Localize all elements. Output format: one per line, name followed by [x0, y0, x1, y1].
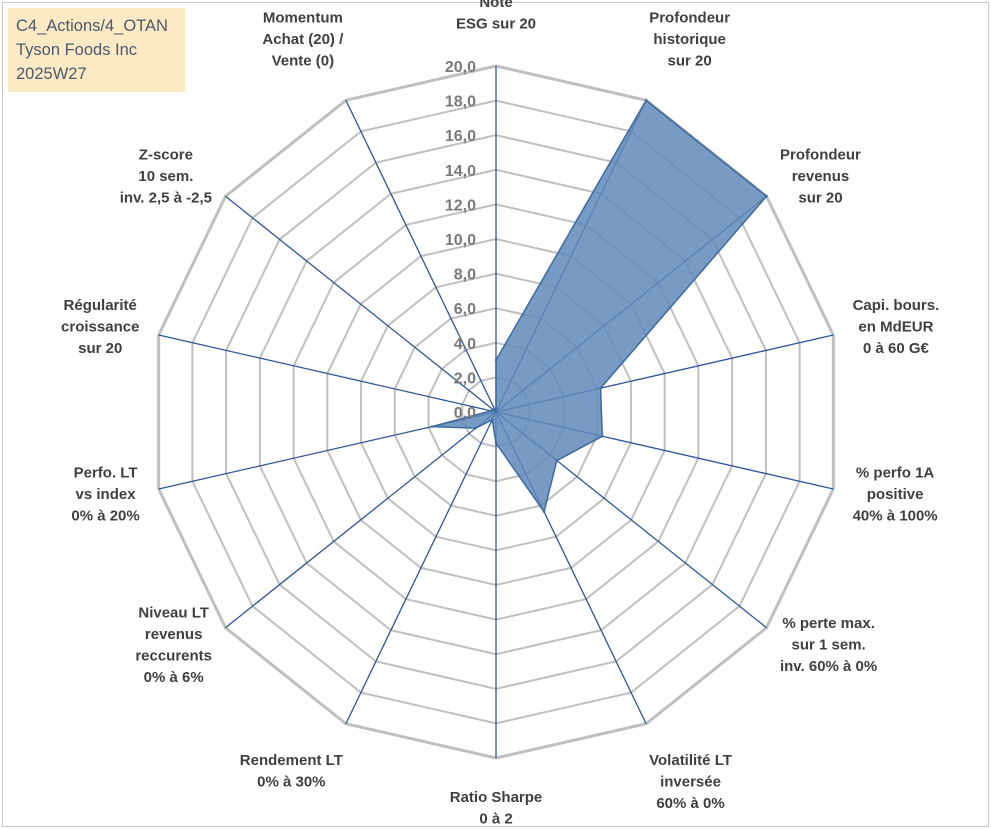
info-box: C4_Actions/4_OTAN Tyson Foods Inc 2025W2… [8, 8, 185, 92]
tick-label: 4,0 [454, 336, 476, 353]
data-point-9 [474, 426, 478, 430]
axis-spoke-8 [345, 411, 497, 725]
axis-label-12: Z-score 10 sem. inv. 2,5 à -2,5 [120, 146, 212, 206]
data-point-2 [765, 194, 769, 198]
data-area [431, 99, 768, 514]
data-point-0 [494, 358, 498, 362]
tick-label: 10,0 [445, 232, 476, 249]
axis-label-11: Régularité croissance sur 20 [61, 297, 139, 357]
data-point-4 [600, 434, 604, 438]
tick-label: 18,0 [445, 94, 476, 111]
axis-label-0: Note ESG sur 20 [456, 0, 536, 33]
data-point-7 [494, 441, 498, 445]
axis-spoke-9 [225, 411, 497, 629]
data-series [430, 98, 769, 514]
data-point-10 [430, 425, 434, 429]
info-company: Tyson Foods Inc [16, 41, 138, 59]
data-point-11 [489, 409, 493, 413]
tick-label: 14,0 [445, 163, 476, 180]
axis-spoke-11 [158, 334, 497, 413]
tick-label: 20,0 [445, 59, 476, 76]
tick-label: 8,0 [454, 267, 476, 284]
axis-label-10: Perfo. LT vs index 0% à 20% [71, 464, 139, 524]
tick-label: 12,0 [445, 197, 476, 214]
info-week: 2025W27 [16, 65, 87, 83]
axis-label-1: Profondeur historique sur 20 [649, 10, 730, 70]
data-point-5 [555, 459, 559, 463]
data-point-12 [491, 408, 495, 412]
data-point-8 [490, 418, 494, 422]
axis-label-2: Profondeur revenus sur 20 [780, 146, 861, 206]
axis-label-8: Rendement LT 0% à 30% [240, 752, 343, 791]
axis-spoke-13 [345, 99, 497, 413]
axis-label-7: Ratio Sharpe 0 à 2 [450, 789, 543, 828]
data-point-1 [644, 98, 648, 102]
axis-label-6: Volatilité LT inversée 60% à 0% [649, 752, 732, 812]
data-point-6 [542, 510, 546, 514]
axis-label-3: Capi. bours. en MdEUR 0 à 60 G€ [853, 297, 940, 357]
tick-label: 16,0 [445, 128, 476, 145]
tick-label: 6,0 [454, 301, 476, 318]
info-category: C4_Actions/4_OTAN [16, 17, 168, 35]
axis-label-5: % perte max. sur 1 sem. inv. 60% à 0% [780, 615, 877, 675]
tick-label: 2,0 [454, 370, 476, 387]
axis-spoke-12 [225, 195, 497, 413]
axis-label-9: Niveau LT revenus reccurents 0% à 6% [135, 604, 212, 686]
tick-label: 0,0 [454, 405, 476, 422]
axis-label-4: % perfo 1A positive 40% à 100% [853, 464, 938, 524]
axis-label-13: Momentum Achat (20) / Vente (0) [262, 10, 344, 70]
data-point-3 [599, 386, 603, 390]
radial-tick-labels: 0,0 2,0 4,0 6,0 8,0 10,0 12,0 14,0 16,0 18,0 20,0 [445, 59, 476, 422]
data-point-13 [494, 410, 498, 414]
axis-labels: Note ESG sur 20 Profondeur historique sur 20… [61, 0, 939, 828]
